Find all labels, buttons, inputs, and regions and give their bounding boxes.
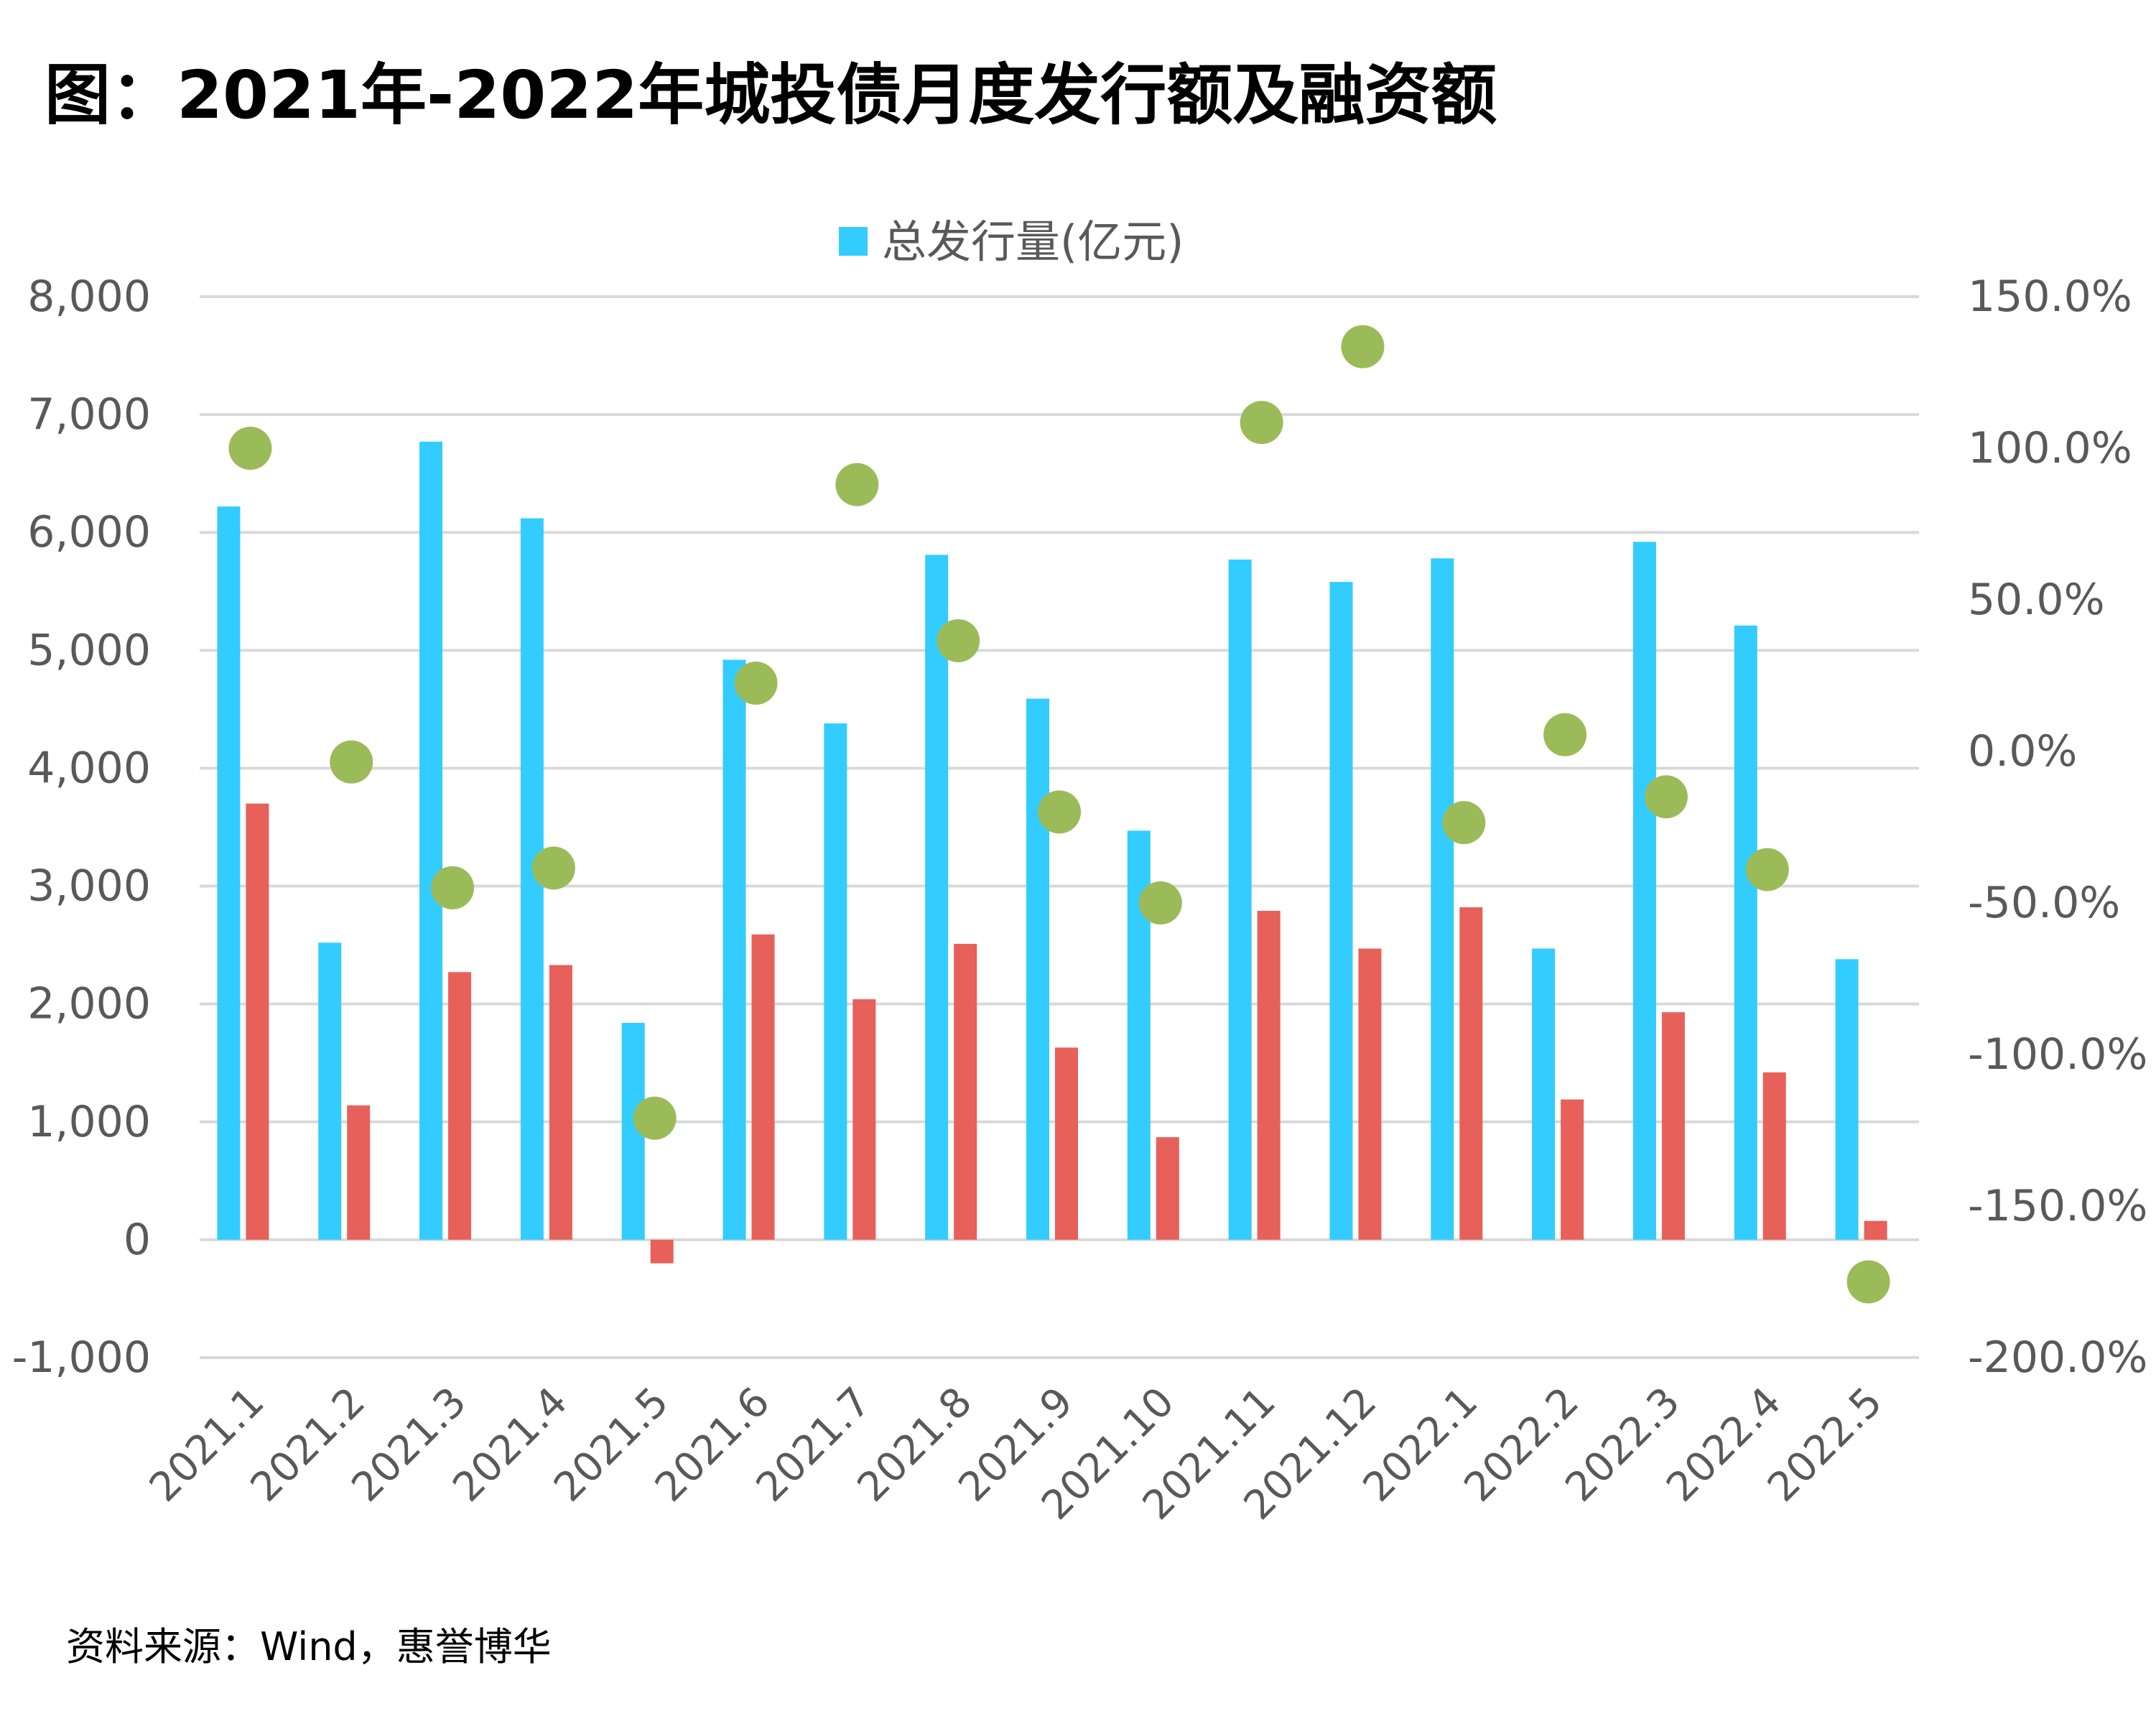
bar-total-issuance: [1329, 582, 1353, 1240]
y-right-tick-label: 100.0%: [1968, 423, 2132, 473]
scatter-marks: [228, 325, 1890, 1304]
x-tick-label: 2022.2: [1455, 1378, 1588, 1511]
legend-swatch: [839, 227, 868, 256]
bar-total-issuance: [1431, 558, 1454, 1240]
bar-total-issuance: [1734, 625, 1757, 1240]
scatter-point: [937, 618, 980, 662]
bar-total-issuance: [1532, 948, 1556, 1240]
bar-total-issuance: [1026, 698, 1049, 1240]
scatter-point: [1240, 401, 1283, 445]
scatter-point: [1846, 1260, 1890, 1304]
y-right-tick-label: -50.0%: [1968, 878, 2120, 928]
x-tick-label: 2021.8: [849, 1378, 982, 1511]
y-left-tick-label: -1,000: [12, 1332, 151, 1383]
scatter-point: [1138, 881, 1182, 924]
bar-net-financing: [1257, 911, 1281, 1240]
y-left-tick-label: 5,000: [27, 625, 151, 675]
y-left-tick-label: 1,000: [27, 1097, 151, 1147]
scatter-point: [1543, 713, 1587, 756]
scatter-point: [1442, 801, 1486, 845]
bar-net-financing: [347, 1105, 371, 1240]
bar-total-issuance: [217, 506, 241, 1240]
y-left-tick-label: 6,000: [27, 507, 151, 557]
scatter-point: [734, 662, 778, 705]
bar-net-financing: [1864, 1220, 1887, 1240]
y-right-tick-label: -100.0%: [1968, 1029, 2147, 1080]
y-left-tick-label: 4,000: [27, 743, 151, 793]
bar-net-financing: [1762, 1072, 1786, 1240]
y-right-tick-label: -150.0%: [1968, 1181, 2147, 1231]
x-tick-label: 2021.7: [748, 1378, 880, 1511]
bar-total-issuance: [824, 723, 847, 1240]
y-axis-left: -1,000 0 1,000 2,000 3,000 4,000 5,000 6,000 7,0…: [12, 272, 151, 1383]
bar-total-issuance: [1632, 542, 1656, 1240]
bar-net-financing: [1561, 1099, 1584, 1240]
chart-title: 图：2021年-2022年城投债月度发行额及融资额: [45, 57, 1497, 134]
bar-net-financing: [1156, 1137, 1179, 1240]
bar-net-financing: [1055, 1047, 1078, 1240]
x-tick-label: 2022.4: [1658, 1378, 1790, 1511]
bar-total-issuance: [925, 555, 949, 1240]
source-note: 资料来源：Wind，惠誉博华: [66, 1624, 552, 1669]
bar-total-issuance: [318, 942, 342, 1240]
bar-net-financing: [650, 1239, 674, 1264]
scatter-point: [1341, 325, 1385, 368]
y-right-tick-label: 50.0%: [1968, 575, 2105, 625]
scatter-point: [531, 846, 575, 890]
scatter-point: [228, 427, 272, 470]
bar-net-financing: [954, 943, 977, 1240]
y-right-tick-label: 0.0%: [1968, 726, 2077, 777]
x-tick-label: 2021.4: [444, 1378, 577, 1511]
scatter-point: [1038, 790, 1081, 834]
y-left-tick-label: 0: [124, 1215, 151, 1265]
x-tick-label: 2021.6: [646, 1378, 779, 1511]
scatter-point: [1745, 848, 1789, 891]
scatter-point: [330, 740, 373, 784]
bar-net-financing: [1459, 907, 1483, 1240]
y-axis-right: -200.0% -150.0% -100.0% -50.0% 0.0% 50.0% 100.…: [1968, 272, 2147, 1383]
legend-label: 总发行量(亿元): [882, 215, 1184, 268]
x-tick-label: 2021.3: [343, 1378, 475, 1511]
bar-marks: [217, 441, 1887, 1264]
bar-total-issuance: [1228, 559, 1252, 1240]
x-tick-label: 2022.5: [1759, 1378, 1892, 1511]
x-tick-label: 2021.1: [141, 1378, 274, 1511]
bar-net-financing: [852, 999, 876, 1240]
x-tick-label: 2021.5: [545, 1378, 678, 1511]
x-tick-label: 2021.2: [242, 1378, 375, 1511]
bar-total-issuance: [419, 441, 443, 1240]
y-right-tick-label: 150.0%: [1968, 272, 2132, 322]
bar-net-financing: [1358, 948, 1382, 1240]
x-axis: 2021.12021.22021.32021.42021.52021.62021…: [141, 1378, 1892, 1529]
scatter-point: [431, 866, 475, 909]
bar-net-financing: [549, 965, 572, 1240]
bar-total-issuance: [722, 659, 746, 1240]
bar-net-financing: [448, 972, 472, 1240]
legend: 总发行量(亿元): [839, 215, 1184, 268]
scatter-point: [1644, 775, 1688, 819]
y-right-tick-label: -200.0%: [1968, 1332, 2147, 1383]
bar-net-financing: [1661, 1012, 1685, 1240]
y-left-tick-label: 2,000: [27, 979, 151, 1029]
x-tick-label: 2022.1: [1355, 1378, 1487, 1511]
x-tick-label: 2022.3: [1556, 1378, 1689, 1511]
y-left-tick-label: 7,000: [27, 389, 151, 440]
bar-total-issuance: [1835, 959, 1859, 1240]
scatter-point: [633, 1096, 677, 1140]
y-left-tick-label: 8,000: [27, 272, 151, 322]
y-left-tick-label: 3,000: [27, 861, 151, 912]
scatter-point: [835, 463, 879, 506]
bar-net-financing: [751, 934, 775, 1240]
bar-net-financing: [246, 803, 269, 1240]
